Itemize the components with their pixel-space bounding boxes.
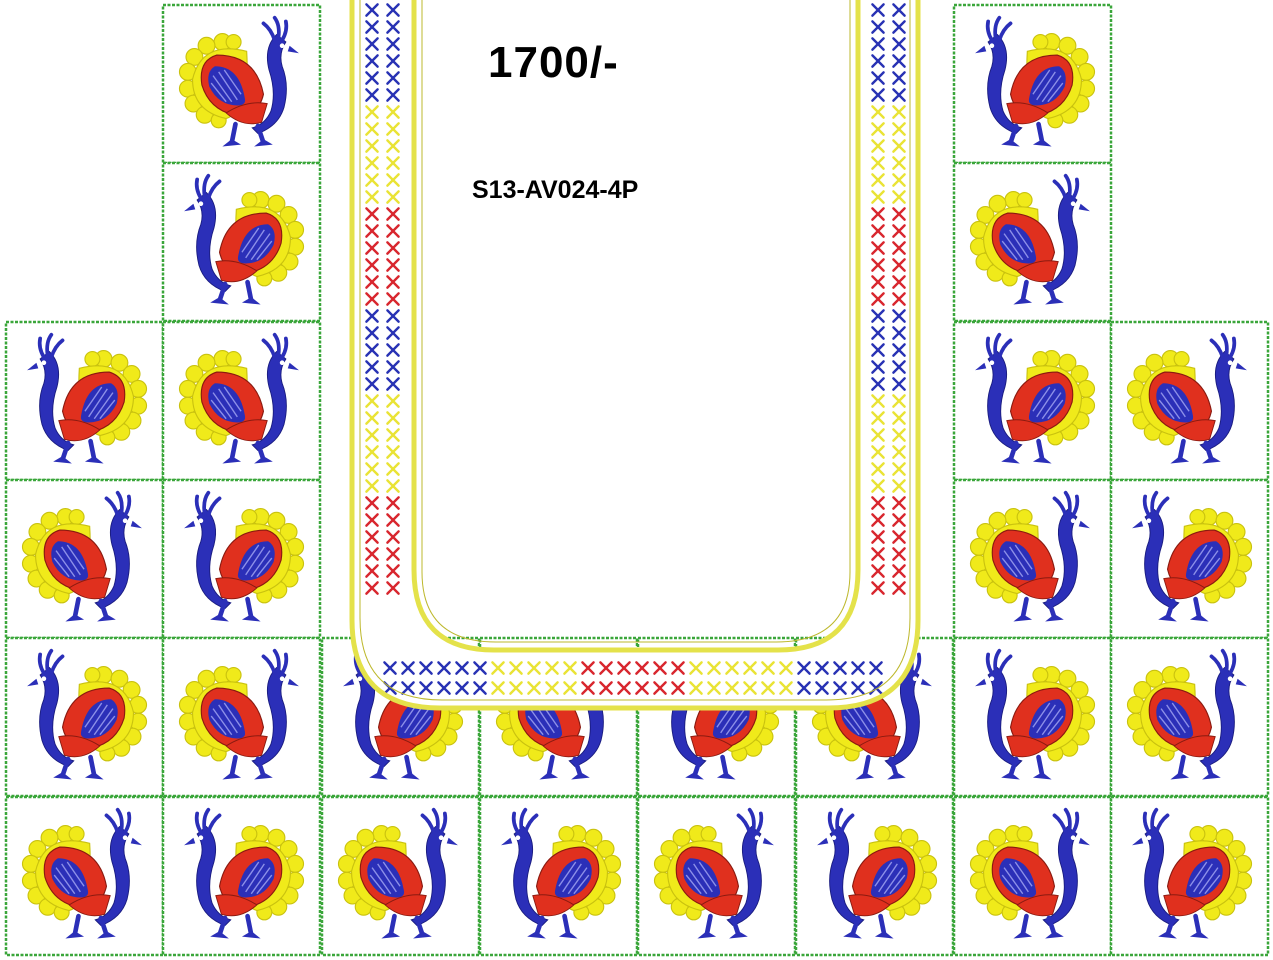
price-label: 1700/- [488, 38, 619, 87]
peacock-tile [161, 3, 322, 165]
peacock-tile [952, 161, 1113, 323]
neckline-border [349, 0, 921, 711]
peacock-tile [952, 320, 1113, 482]
peacock-tile [1109, 636, 1270, 798]
peacock-tile [1109, 478, 1270, 640]
peacock-tile [1109, 795, 1270, 957]
peacock-tile [161, 320, 322, 482]
peacock-tile [794, 795, 955, 957]
peacock-tile [952, 3, 1113, 165]
peacock-tile [161, 795, 322, 957]
design-code: S13-AV024-4P [472, 176, 639, 204]
peacock-tile [161, 636, 322, 798]
peacock-tile [4, 478, 165, 640]
peacock-tile [952, 795, 1113, 957]
peacock-tile [4, 795, 165, 957]
peacock-tile [952, 636, 1113, 798]
peacock-tile [320, 795, 481, 957]
peacock-tile [952, 478, 1113, 640]
peacock-tile-grid [4, 3, 1270, 957]
peacock-tile [636, 795, 797, 957]
peacock-tile [478, 795, 639, 957]
peacock-tile [4, 636, 165, 798]
peacock-tile [4, 320, 165, 482]
peacock-tile [161, 161, 322, 323]
peacock-tile [161, 478, 322, 640]
peacock-tile [1109, 320, 1270, 482]
